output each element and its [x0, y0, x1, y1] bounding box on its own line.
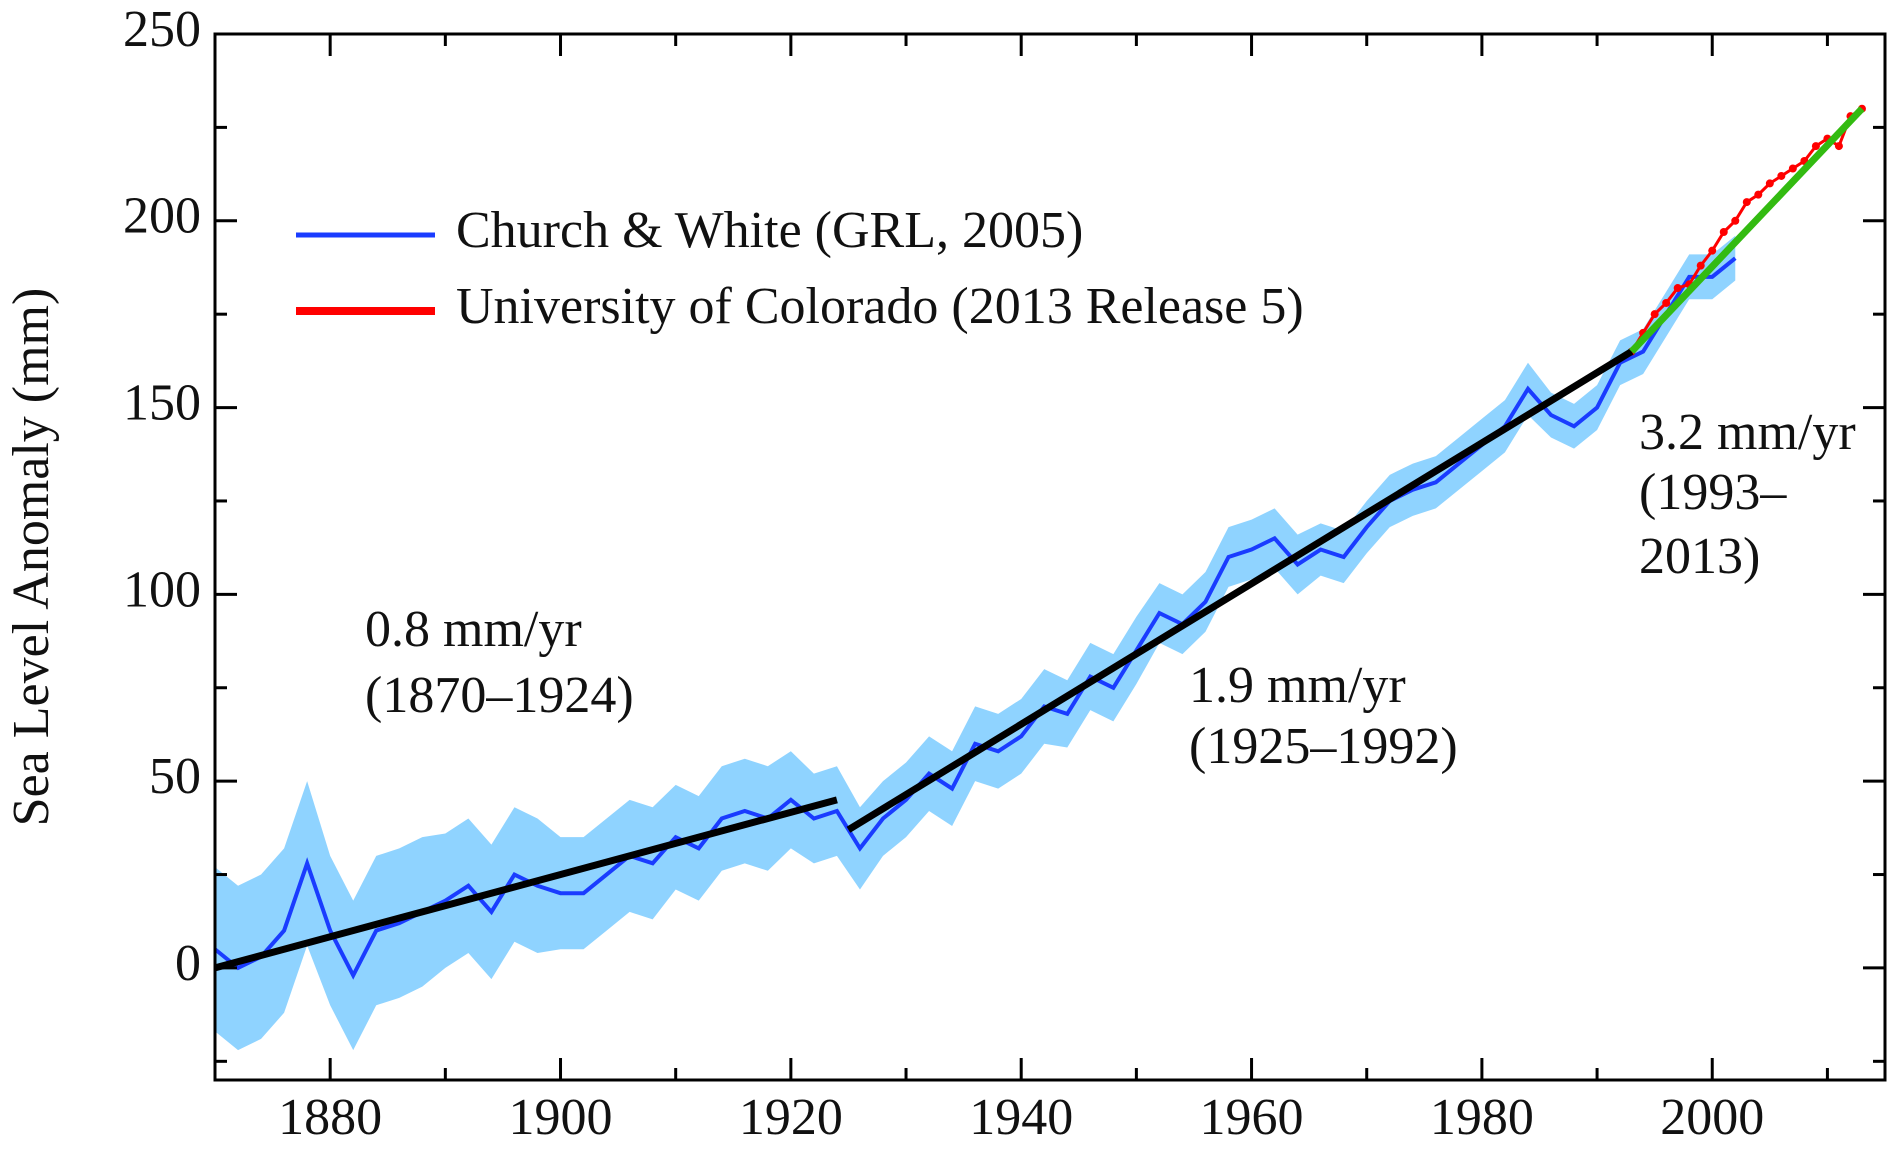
x-tick-label: 1980 [1430, 1089, 1534, 1146]
data-point [1696, 261, 1705, 270]
data-point [1777, 171, 1786, 180]
annotation: (1870–1924) [365, 667, 634, 724]
y-axis-label: Sea Level Anomaly (mm) [3, 288, 60, 827]
annotation: 2013) [1639, 528, 1760, 585]
y-tick-label: 0 [175, 935, 201, 992]
x-tick-label: 1960 [1200, 1089, 1304, 1146]
trend-line [1629, 106, 1865, 354]
y-tick-label: 250 [123, 1, 201, 58]
data-point [1765, 179, 1774, 188]
x-tick-label: 1940 [969, 1089, 1073, 1146]
data-point [1662, 298, 1671, 307]
plot-frame [213, 32, 1887, 1082]
x-tick-label: 2000 [1660, 1089, 1764, 1146]
trend-line [214, 796, 838, 972]
uncertainty-band [215, 235, 1736, 1051]
y-tick-label: 100 [123, 561, 201, 618]
y-tick-label: 200 [123, 188, 201, 245]
data-point [1788, 164, 1797, 173]
data-point [1754, 190, 1763, 199]
legend-label: University of Colorado (2013 Release 5) [456, 278, 1304, 335]
data-point [1742, 198, 1751, 207]
data-point [1731, 216, 1740, 225]
annotation: (1925–1992) [1189, 718, 1458, 775]
data-point [1708, 246, 1717, 255]
legend-label: Church & White (GRL, 2005) [456, 202, 1083, 259]
annotation: 1.9 mm/yr [1189, 657, 1406, 714]
data-point [1811, 142, 1820, 151]
data-point [1650, 310, 1659, 319]
annotation: 0.8 mm/yr [365, 601, 582, 658]
annotation: (1993– [1639, 464, 1787, 521]
x-tick-label: 1900 [509, 1089, 613, 1146]
x-tick-label: 1920 [739, 1089, 843, 1146]
y-tick-label: 50 [149, 748, 201, 805]
trend-line [846, 348, 1634, 833]
data-point [1834, 142, 1843, 151]
annotation: 3.2 mm/yr [1639, 404, 1856, 461]
data-point [1673, 284, 1682, 293]
y-tick-label: 150 [123, 375, 201, 432]
x-tick-label: 1880 [278, 1089, 382, 1146]
data-point [1719, 227, 1728, 236]
